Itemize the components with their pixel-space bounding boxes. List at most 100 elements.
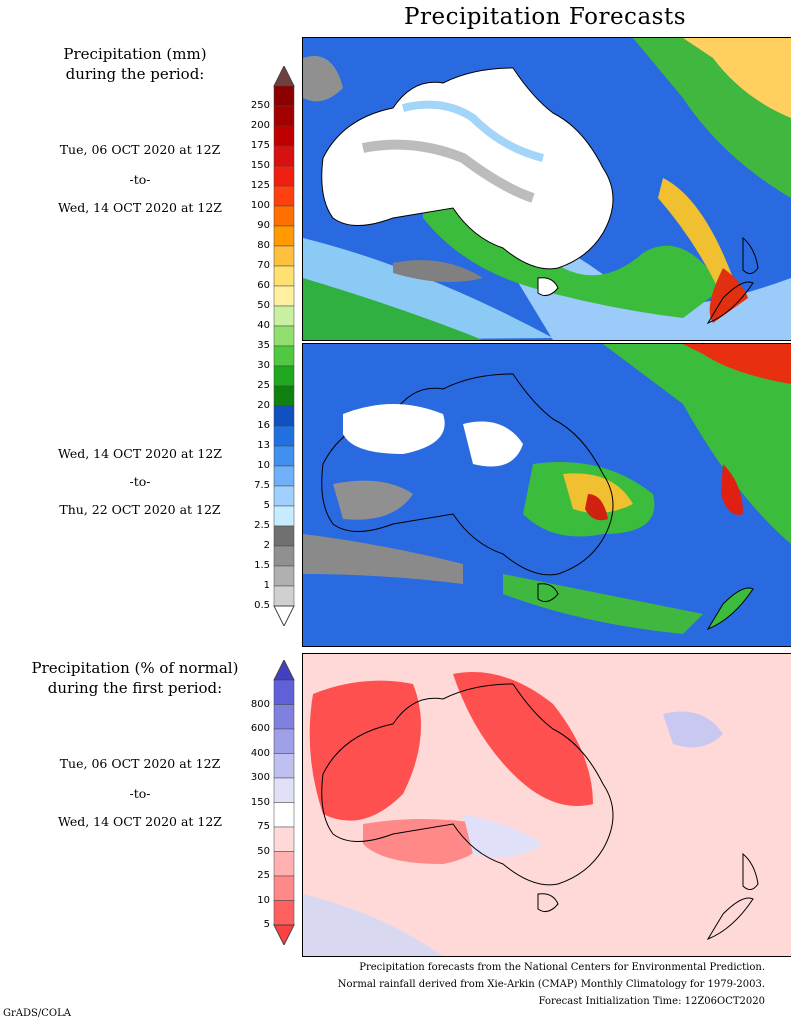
panel1-start: Tue, 06 OCT 2020 at 12Z [59, 142, 221, 157]
legend-mm-swatch-9 [273, 265, 295, 287]
legend-mm-tick-label: 200 [250, 120, 270, 131]
legend-mm-swatch-6 [273, 205, 295, 227]
legend-pct-colorbar [273, 660, 295, 945]
legend-mm-swatch-10 [273, 285, 295, 307]
legend-mm-tick-label: 25 [257, 380, 270, 391]
legend-mm-tick-label: 2.5 [254, 520, 270, 531]
legend-mm-swatch-11 [273, 305, 295, 327]
legend-pct-tick-label: 75 [257, 821, 270, 832]
legend-mm-tick-label: 20 [257, 400, 270, 411]
legend-mm-swatch-3 [273, 145, 295, 167]
legend-mm-swatch-14 [273, 365, 295, 387]
legend-mm-tick-label: 30 [257, 360, 270, 371]
footer-line-3: Forecast Initialization Time: 12Z06OCT20… [538, 996, 765, 1007]
legend-mm-swatch-16 [273, 405, 295, 427]
legend-pct-swatch-8 [273, 875, 295, 901]
panel3-heading-line1: Precipitation (% of normal) [31, 659, 239, 677]
legend-mm-tick-label: 90 [257, 220, 270, 231]
legend-mm-tick-label: 16 [257, 420, 270, 431]
panel1-sep: -to- [129, 172, 151, 187]
legend-mm-tick-label: 40 [257, 320, 270, 331]
legend-mm-swatch-8 [273, 245, 295, 267]
legend-mm-swatch-21 [273, 505, 295, 527]
legend-mm-tick-label: 1 [263, 580, 270, 591]
legend-mm-swatch-18 [273, 445, 295, 467]
panel3-heading-line2: during the first period: [47, 679, 223, 697]
panel1-end: Wed, 14 OCT 2020 at 12Z [57, 200, 222, 215]
legend-pct-tick-label: 600 [250, 723, 270, 734]
legend-pct-swatch-5 [273, 802, 295, 828]
footer-line-1: Precipitation forecasts from the Nationa… [359, 962, 765, 973]
legend-pct-swatch-3 [273, 753, 295, 779]
footer-line-2: Normal rainfall derived from Xie-Arkin (… [337, 979, 765, 990]
map-panel-3 [302, 653, 791, 957]
legend-mm-swatch-19 [273, 465, 295, 487]
legend-mm-bottom-arrow [273, 605, 295, 626]
panel1-heading-line2: during the period: [65, 65, 205, 83]
panel3-end: Wed, 14 OCT 2020 at 12Z [57, 814, 222, 829]
legend-mm-tick-label: 80 [257, 240, 270, 251]
legend-mm: 250 200 175 150 125 100 90 80 70 60 50 40 35 30 25 20 16… [240, 66, 300, 626]
legend-mm-swatch-24 [273, 565, 295, 587]
panel2-sep: -to- [129, 474, 151, 489]
legend-pct-swatch-9 [273, 900, 295, 926]
legend-mm-tick-label: 1.5 [254, 560, 270, 571]
legend-pct-tick-label: 400 [250, 747, 270, 759]
panel3-heading: Precipitation (% of normal) during the f… [0, 658, 270, 698]
legend-pct-tick-label: 50 [257, 845, 270, 857]
legend-pct-tick-label: 25 [257, 870, 270, 881]
panel3-start: Tue, 06 OCT 2020 at 12Z [59, 756, 221, 771]
legend-mm-tick-label: 7.5 [254, 480, 270, 491]
legend-pct: 800 600 400 300 150 75 50 25 10 5 [240, 660, 300, 945]
panel1-heading-line1: Precipitation (mm) [63, 45, 207, 63]
legend-pct-swatch-2 [273, 728, 295, 754]
legend-mm-swatch-23 [273, 545, 295, 567]
legend-mm-colorbar [273, 66, 295, 626]
page-title: Precipitation Forecasts [403, 4, 687, 30]
legend-pct-tick-label: 5 [263, 919, 270, 930]
legend-pct-swatch-7 [273, 851, 295, 877]
legend-mm-tick-label: 175 [250, 140, 270, 151]
legend-mm-tick-label: 60 [257, 280, 270, 291]
legend-pct-swatch-1 [273, 704, 295, 730]
legend-mm-swatch-15 [273, 385, 295, 407]
legend-pct-tick-label: 300 [250, 772, 270, 783]
legend-pct-swatch-4 [273, 777, 295, 803]
legend-mm-tick-label: 150 [250, 160, 270, 171]
legend-mm-swatch-25 [273, 585, 295, 607]
legend-mm-swatch-5 [273, 185, 295, 207]
legend-mm-swatch-13 [273, 345, 295, 367]
map-panel-2 [302, 343, 791, 647]
legend-mm-swatch-4 [273, 165, 295, 187]
legend-mm-swatch-1 [273, 105, 295, 127]
legend-mm-swatch-12 [273, 325, 295, 347]
legend-pct-bottom-arrow [273, 924, 295, 945]
legend-mm-swatch-2 [273, 125, 295, 147]
legend-pct-tick-label: 10 [257, 894, 270, 906]
legend-mm-tick-label: 35 [257, 340, 270, 351]
legend-mm-swatch-20 [273, 485, 295, 507]
legend-pct-top-arrow [273, 660, 295, 681]
legend-mm-tick-label: 2 [263, 540, 270, 551]
legend-mm-tick-label: 0.5 [254, 600, 270, 611]
legend-mm-swatch-7 [273, 225, 295, 247]
panel2-start: Wed, 14 OCT 2020 at 12Z [57, 446, 222, 461]
panel2-end: Thu, 22 OCT 2020 at 12Z [59, 502, 221, 517]
legend-mm-tick-label: 50 [257, 300, 270, 311]
legend-pct-swatch-6 [273, 826, 295, 852]
panel1-heading: Precipitation (mm) during the period: [0, 44, 270, 84]
legend-mm-swatch-0 [273, 85, 295, 107]
legend-pct-tick-label: 150 [250, 796, 270, 808]
map-panel-1 [302, 37, 791, 341]
legend-mm-tick-label: 250 [250, 100, 270, 111]
legend-mm-tick-label: 100 [250, 200, 270, 211]
legend-mm-top-arrow [273, 66, 295, 87]
legend-mm-swatch-22 [273, 525, 295, 547]
legend-pct-tick-label: 800 [250, 698, 270, 710]
panel3-sep: -to- [129, 786, 151, 801]
legend-mm-swatch-17 [273, 425, 295, 447]
legend-mm-tick-label: 70 [257, 260, 270, 271]
legend-mm-tick-label: 5 [263, 500, 270, 511]
legend-mm-tick-label: 13 [257, 440, 270, 451]
legend-pct-swatch-0 [273, 679, 295, 705]
